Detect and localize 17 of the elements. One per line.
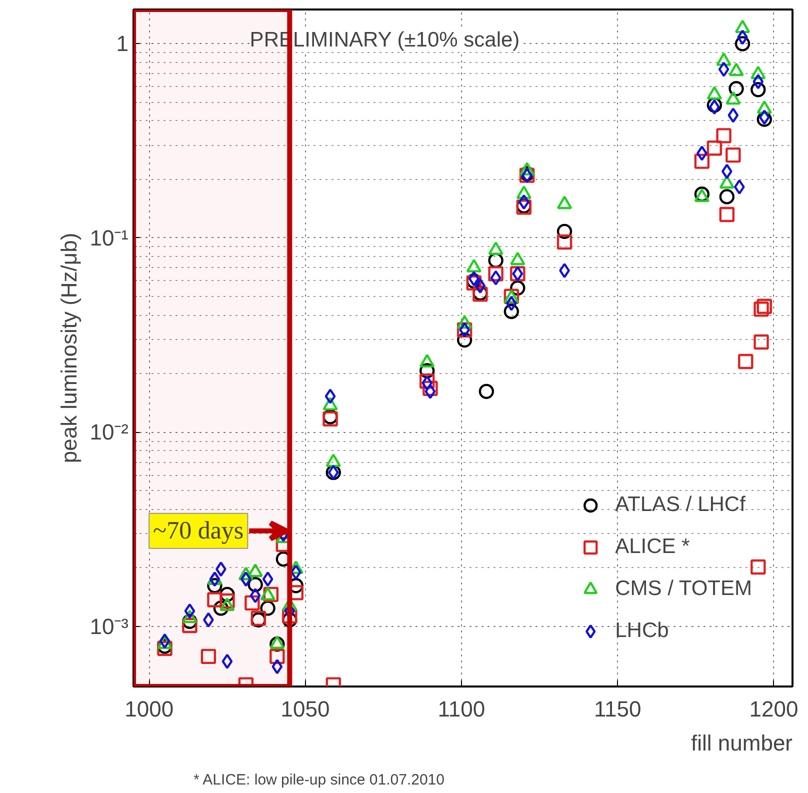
x-tick-label: 1050 bbox=[280, 696, 330, 722]
legend-label: ATLAS / LHCf bbox=[615, 492, 746, 518]
x-tick-label: 1200 bbox=[749, 696, 798, 722]
x-tick-label: 1000 bbox=[124, 696, 174, 722]
legend-label: ALICE * bbox=[615, 534, 690, 560]
legend-label: CMS / TOTEM bbox=[615, 576, 752, 602]
x-tick-label: 1150 bbox=[594, 696, 642, 722]
legend-label: LHCb bbox=[615, 618, 669, 644]
y-tick-label: 10⁻² bbox=[90, 420, 128, 445]
x-tick-label: 1100 bbox=[438, 696, 486, 722]
y-tick-label: 10⁻³ bbox=[90, 614, 128, 639]
y-tick-label: 10⁻¹ bbox=[90, 225, 128, 250]
y-axis-title: peak luminosity (Hz/μb) bbox=[56, 232, 82, 464]
band-label: ~70 days bbox=[153, 517, 244, 544]
x-axis-title: fill number bbox=[691, 730, 793, 756]
y-tick-label: 1 bbox=[116, 31, 129, 56]
text: * ALICE: low pile-up since 01.07.2010 bbox=[194, 772, 444, 788]
